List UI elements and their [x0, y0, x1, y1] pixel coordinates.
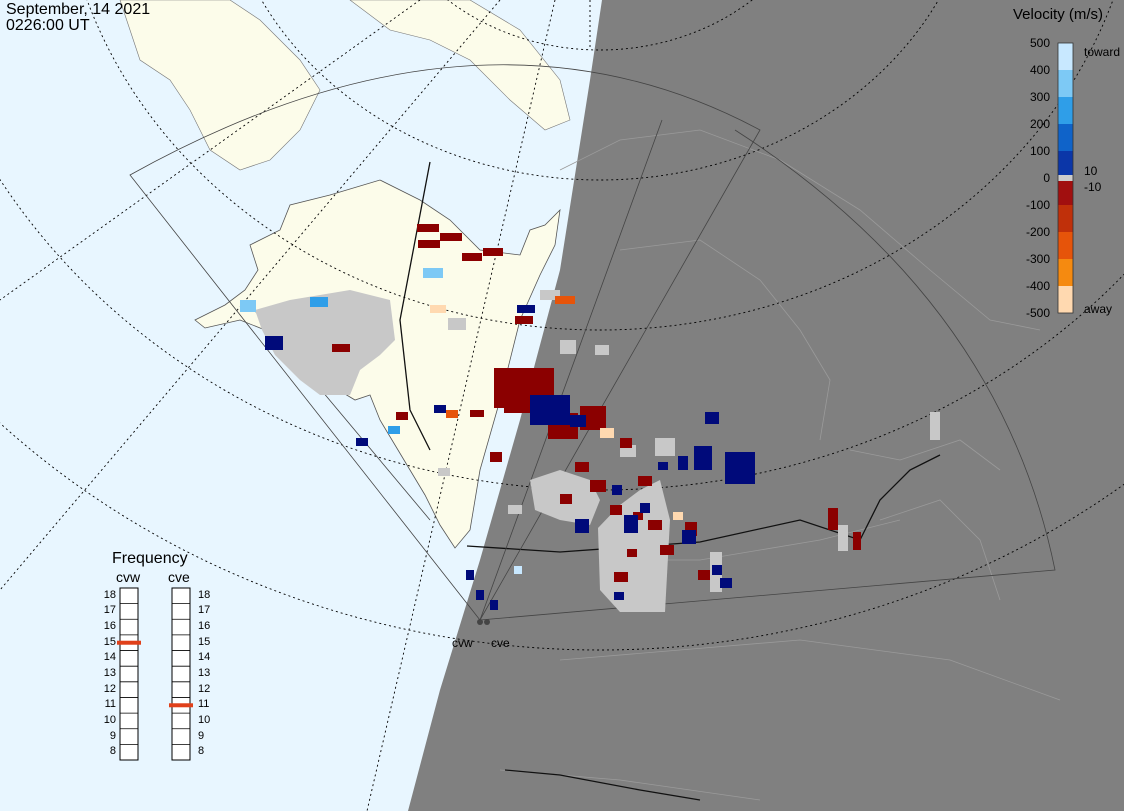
radar-label-cvw: cvw: [452, 636, 473, 650]
freq-level-right: 11: [198, 698, 210, 711]
freq-level-left: 16: [103, 620, 116, 633]
pos-small-label: 10: [1084, 164, 1098, 178]
night-region: [408, 0, 1124, 811]
freq-level-right: 14: [198, 651, 211, 664]
frequency-ladders: [119, 587, 191, 761]
night-coastlines: [499, 129, 1061, 801]
velocity-fast-away-cells: [430, 296, 683, 520]
frequency-marker-cve: [169, 703, 193, 708]
velocity-fast-toward-cells: [240, 268, 522, 574]
frequency-marker-cvw: [117, 640, 141, 645]
freq-level-right: 17: [198, 604, 211, 617]
frequency-markers: [117, 640, 193, 708]
radar-label-cve: cve: [491, 636, 510, 650]
velocity-colorbar: [1057, 42, 1074, 314]
freq-level-left: 18: [103, 588, 116, 601]
land-arctic-islands: [119, 0, 321, 171]
toward-label: toward: [1084, 45, 1121, 59]
freq-radar-cvw: cvw: [116, 569, 141, 585]
colorbar-tick: -500: [1025, 306, 1050, 320]
freq-level-left: 15: [103, 635, 116, 648]
colorbar-tick: 200: [1029, 117, 1050, 131]
freq-level-left: 17: [103, 604, 116, 617]
colorbar-title: Velocity (m/s): [1013, 6, 1104, 23]
freq-radar-cve: cve: [168, 569, 190, 585]
freq-level-right: 8: [198, 745, 205, 758]
colorbar-tick: -200: [1025, 225, 1050, 239]
frequency-title: Frequency: [112, 550, 188, 567]
colorbar-tick: 0: [1043, 171, 1050, 185]
colorbar-tick: 100: [1029, 144, 1050, 158]
freq-level-right: 9: [198, 729, 205, 742]
freq-level-left: 12: [103, 682, 116, 695]
date-label: September, 14 2021: [6, 1, 151, 18]
freq-level-right: 10: [198, 713, 211, 726]
frequency-rungs: [120, 603, 190, 761]
freq-level-right: 16: [198, 620, 211, 633]
freq-level-right: 15: [198, 635, 211, 648]
ground-scatter: [255, 290, 940, 612]
radar-site-markers: [477, 619, 490, 625]
freq-level-left: 13: [103, 667, 116, 679]
freq-level-left: 11: [104, 698, 116, 711]
colorbar-tick: 400: [1029, 63, 1050, 77]
colorbar-tick: -100: [1025, 198, 1050, 212]
freq-level-left: 10: [103, 713, 116, 726]
freq-level-right: 13: [198, 667, 211, 679]
colorbar-tick: -300: [1025, 252, 1050, 266]
neg-small-label: -10: [1084, 180, 1102, 194]
freq-level-left: 14: [103, 651, 116, 664]
freq-level-left: 8: [109, 745, 116, 758]
freq-level-right: 18: [198, 588, 211, 601]
freq-level-left: 9: [109, 729, 116, 742]
colorbar-tick: 300: [1029, 90, 1050, 104]
freq-level-right: 12: [198, 682, 211, 695]
colorbar-tick: -400: [1025, 279, 1050, 293]
velocity-toward-cells: [265, 305, 755, 610]
land-alaska: [194, 179, 561, 549]
land-north-top: [349, 0, 571, 131]
colorbar-tick: 500: [1029, 36, 1050, 50]
away-label: away: [1084, 302, 1113, 316]
time-label: 0226:00 UT: [6, 17, 90, 34]
